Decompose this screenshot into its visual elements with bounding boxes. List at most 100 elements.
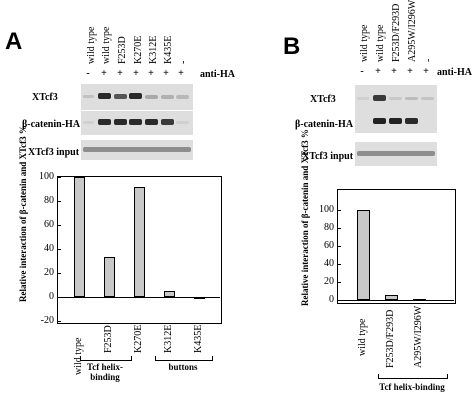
panel-a-x-tick-label: K435E: [193, 324, 204, 353]
blot-image: [81, 111, 193, 135]
panel-a-lane-label: -: [178, 60, 189, 64]
blot-image: [355, 142, 437, 166]
panel-a-lane-label: wild type: [101, 26, 112, 65]
panel-a-y-tick-label: 0: [49, 291, 54, 302]
panel-a-y-tick: [57, 273, 61, 274]
panel-a-letter: A: [5, 28, 23, 55]
panel-b-lane-label: A295W/I296W: [407, 0, 418, 62]
panel-a-bar: [133, 186, 145, 297]
panel-b-lane-label: wild type: [359, 24, 370, 63]
panel-b-y-tick: [337, 228, 341, 229]
blot-band: [389, 97, 402, 100]
group-label: Tcf helix-binding: [379, 382, 445, 392]
ha-symbol: +: [148, 68, 154, 79]
panel-b-zero-line: [337, 300, 454, 301]
anti-ha-label: anti-HA: [437, 67, 472, 78]
panel-a-lane-label: K312E: [148, 35, 159, 64]
blot-band: [129, 93, 142, 99]
panel-b-y-tick-label: 60: [324, 240, 334, 251]
panel-a-y-tick: [57, 321, 61, 322]
blot-band: [373, 95, 386, 101]
panel-a-y-tick: [57, 225, 61, 226]
panel-b-y-tick-label: 40: [324, 258, 334, 269]
blot-band: [98, 119, 111, 125]
ha-symbol: +: [391, 66, 397, 77]
panel-a-lane-label: K435E: [163, 35, 174, 64]
blot-band: [421, 97, 434, 100]
bracket: [80, 356, 132, 361]
panel-b-bar: [412, 299, 426, 301]
panel-a-y-tick: [57, 177, 61, 178]
panel-b-bar: [384, 294, 398, 300]
ha-symbol: +: [101, 68, 107, 79]
panel-b-lane-label: -: [423, 58, 434, 62]
panel-a-y-tick: [57, 249, 61, 250]
ha-symbol: +: [375, 66, 381, 77]
ha-symbol: +: [117, 68, 123, 79]
panel-a-y-tick-label: 40: [44, 243, 54, 254]
blot-row-label: β-catenin-HA: [22, 119, 81, 130]
panel-a-y-tick: [57, 201, 61, 202]
blot-image: [355, 85, 437, 111]
blot-band: [176, 95, 189, 99]
blot-band: [405, 97, 418, 100]
blot-row-label: β-catenin-HA: [295, 119, 354, 130]
blot-image: [355, 111, 437, 133]
blot-image: [81, 84, 193, 110]
panel-a-y-axis-title: Relative interaction of β-catenin and XT…: [18, 125, 28, 302]
panel-b-y-tick: [337, 246, 341, 247]
ha-symbol: +: [163, 68, 169, 79]
panel-a-y-tick-label: 20: [44, 267, 54, 278]
panel-b-y-tick: [337, 264, 341, 265]
blot-band: [145, 119, 158, 125]
panel-b-letter: B: [283, 33, 301, 60]
ha-symbol: -: [360, 66, 364, 77]
blot-band: [373, 118, 386, 124]
blot-band: [161, 95, 174, 99]
ha-symbol: -: [86, 68, 90, 79]
ha-symbol: +: [133, 68, 139, 79]
panel-a-x-tick-label: K270E: [133, 324, 144, 353]
blot-image: [81, 140, 193, 160]
blot-band: [83, 121, 94, 124]
panel-b-y-tick: [337, 210, 341, 211]
panel-a-zero-line: [57, 297, 220, 298]
panel-a-y-tick-label: -20: [40, 315, 54, 326]
panel-b-y-tick: [337, 282, 341, 283]
panel-b-x-tick-label: A295W/I296W: [413, 305, 424, 368]
panel-a-y-tick-label: 80: [44, 195, 54, 206]
blot-row-label: XTcf3: [32, 92, 58, 103]
blot-band: [176, 121, 189, 124]
panel-a-bar: [73, 177, 85, 297]
panel-b-x-tick-label: F253D/F293D: [385, 309, 396, 368]
panel-a-bar: [163, 291, 175, 297]
blot-band: [145, 95, 158, 99]
anti-ha-label: anti-HA: [200, 69, 235, 80]
group-label: buttons: [168, 362, 198, 372]
panel-a-lane-label: wild type: [86, 26, 97, 65]
bracket: [155, 356, 213, 361]
blot-band: [114, 119, 127, 125]
panel-a-y-tick-label: 100: [39, 171, 54, 182]
panel-b-x-tick-label: wild type: [357, 318, 368, 357]
blot-band: [161, 119, 174, 125]
blot-band: [389, 118, 402, 124]
panel-b-chart-frame: [337, 189, 456, 304]
panel-b-y-tick-label: 100: [319, 204, 334, 215]
blot-row-label: XTcf3 input: [302, 151, 354, 162]
blot-band: [83, 95, 94, 98]
panel-a-lane-label: K270E: [133, 35, 144, 64]
panel-b-bar: [356, 210, 370, 300]
blot-band: [114, 94, 127, 99]
panel-a-lane-label: F253D: [117, 36, 128, 64]
panel-b-lane-label: wild type: [375, 24, 386, 63]
panel-a-y-tick-label: 60: [44, 219, 54, 230]
blot-row-label: XTcf3: [310, 94, 336, 105]
blot-band: [83, 147, 191, 152]
blot-band: [129, 119, 142, 125]
blot-row-label: XTcf3 input: [28, 147, 80, 158]
panel-b-lane-label: F253D/F293D: [391, 3, 402, 62]
blot-band: [357, 151, 435, 156]
group-label: Tcf helix-binding: [87, 362, 123, 382]
panel-a-bar: [103, 257, 115, 297]
